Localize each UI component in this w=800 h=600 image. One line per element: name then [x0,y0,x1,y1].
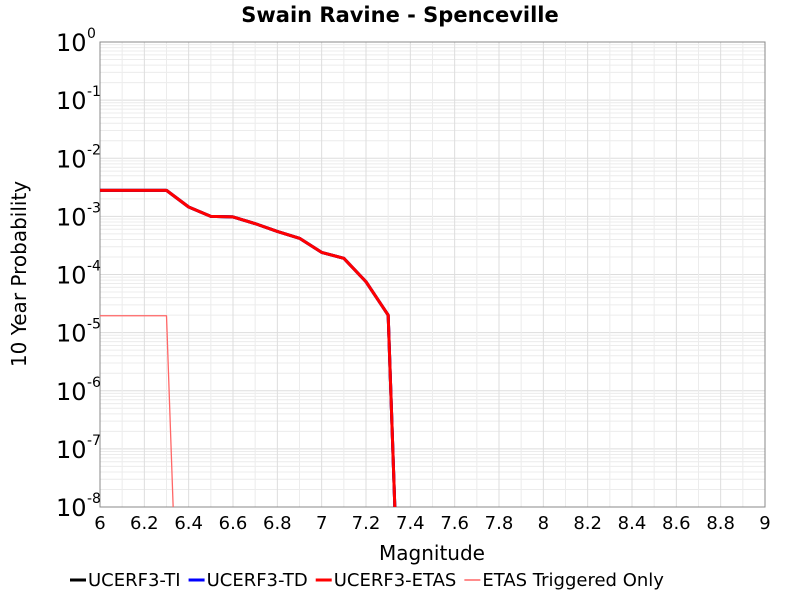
x-tick-label: 7.2 [352,513,381,534]
legend-label: UCERF3-TI [88,570,181,591]
x-tick-label: 6.2 [130,513,159,534]
y-tick-exponent: -2 [87,142,101,158]
y-tick-exponent: -4 [87,259,101,275]
x-tick-label: 8.8 [706,513,735,534]
x-tick-label: 7.6 [440,513,469,534]
x-tick-label: 8.6 [662,513,691,534]
series-line-etas-triggered-only [100,315,174,508]
x-tick-label: 6.6 [219,513,248,534]
x-tick-label: 8.2 [573,513,602,534]
y-tick-exponent: -6 [87,375,101,391]
series-line-ucerf3-etas [100,188,397,508]
x-tick-label: 8 [538,513,549,534]
y-tick-exponent: -3 [87,200,101,216]
x-tick-label: 6.8 [263,513,292,534]
y-tick-label: 10 [56,436,87,464]
x-tick-label: 7.4 [396,513,425,534]
x-tick-label: 9 [759,513,770,534]
x-tick-label: 6 [94,513,105,534]
legend: UCERF3-TI UCERF3-TD UCERF3-ETAS ETAS Trigge… [70,570,664,591]
y-tick-label: 10 [56,378,87,406]
x-tick-labels: 6 6.2 6.4 6.6 6.8 7 7.2 7.4 7.6 7.8 8 8.2 8.4 8.6 8.8 9 [94,513,770,534]
y-tick-label: 10 [56,203,87,231]
y-tick-exponent: -8 [87,491,101,507]
y-tick-exponent: -1 [87,84,101,100]
y-tick-label: 10 [56,87,87,115]
y-tick-label: 10 [56,262,87,290]
x-axis-label: Magnitude [379,541,485,565]
y-tick-exponent: -7 [87,433,101,449]
chart-title: Swain Ravine - Spenceville [241,3,558,27]
y-tick-label: 10 [56,29,87,57]
x-tick-label: 7.8 [485,513,514,534]
y-tick-label: 10 [56,494,87,522]
plot-frame [99,41,766,508]
legend-label: UCERF3-ETAS [334,570,457,591]
grid [99,42,766,508]
y-tick-exponent: -5 [87,317,101,333]
series-group [100,188,397,508]
legend-label: ETAS Triggered Only [482,570,664,591]
x-tick-label: 7 [316,513,327,534]
y-tick-exponent: 0 [87,26,96,42]
y-axis-label: 10 Year Probability [7,181,31,367]
x-tick-label: 6.4 [174,513,203,534]
y-tick-label: 10 [56,320,87,348]
x-tick-label: 8.4 [618,513,647,534]
y-tick-label: 10 [56,145,87,173]
legend-label: UCERF3-TD [207,570,308,591]
